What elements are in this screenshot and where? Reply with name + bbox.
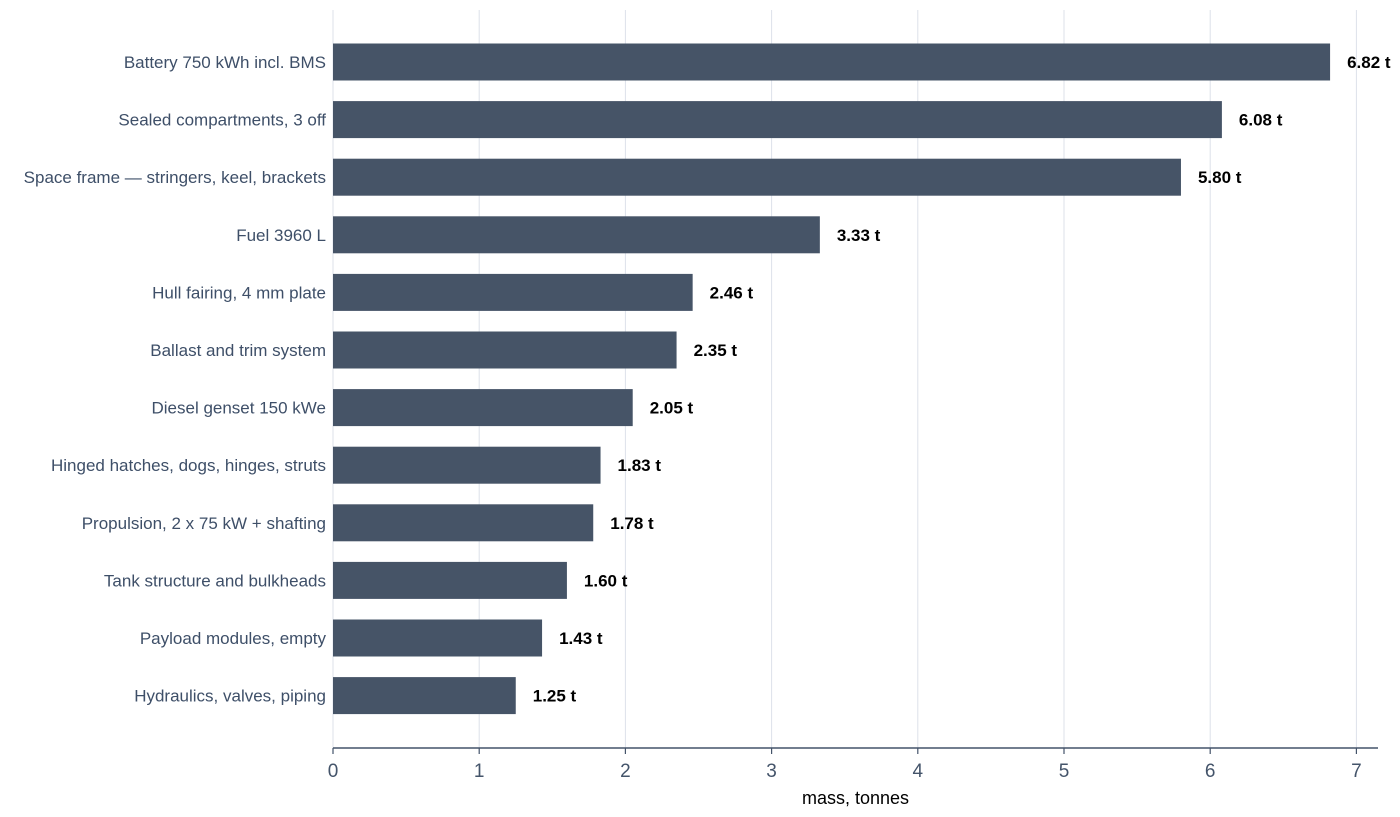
value-label: 6.82 t [1347,53,1391,72]
bar-5 [333,273,693,311]
category-label: Tank structure and bulkheads [104,571,326,590]
x-tick-label: 6 [1205,761,1216,782]
bar-10 [333,561,567,599]
value-label: 5.80 t [1198,168,1242,187]
category-label: Diesel genset 150 kWe [151,399,326,418]
category-label: Hull fairing, 4 mm plate [152,283,326,302]
category-label: Hinged hatches, dogs, hinges, struts [51,456,326,475]
value-label: 2.35 t [694,341,738,360]
category-label: Space frame — stringers, keel, brackets [24,168,326,187]
bar-6 [333,331,677,369]
category-label: Sealed compartments, 3 off [118,111,326,130]
value-label: 1.60 t [584,571,628,590]
bar-1 [333,43,1331,81]
category-label: Payload modules, empty [140,629,327,648]
x-tick-label: 5 [1059,761,1070,782]
value-label: 1.43 t [559,629,603,648]
bar-2 [333,101,1222,139]
category-label: Hydraulics, valves, piping [134,687,326,706]
bar-8 [333,446,601,484]
bar-7 [333,389,633,427]
x-tick-label: 1 [474,761,485,782]
value-label: 2.05 t [650,399,694,418]
x-tick-label: 2 [620,761,631,782]
x-tick-label: 0 [328,761,339,782]
x-axis: 0 1 2 3 4 5 6 7 [328,747,1378,782]
bar-layer [333,43,1331,715]
bar-12 [333,677,516,715]
value-label: 3.33 t [837,226,881,245]
category-label: Propulsion, 2 x 75 kW + shafting [82,514,326,533]
value-label: 1.78 t [610,514,654,533]
x-tick-label: 3 [766,761,777,782]
value-label: 1.83 t [618,456,662,475]
x-axis-title: mass, tonnes [802,788,909,808]
bar-3 [333,158,1181,196]
value-label: 1.25 t [533,687,577,706]
value-label: 2.46 t [710,283,754,302]
category-label: Fuel 3960 L [236,226,326,245]
category-label: Battery 750 kWh incl. BMS [124,53,326,72]
x-tick-label: 7 [1351,761,1362,782]
value-label: 6.08 t [1239,111,1283,130]
bar-4 [333,216,820,254]
label-layer: Battery 750 kWh incl. BMS 6.82 t Sealed co… [24,53,1391,706]
bar-11 [333,619,543,657]
bar-9 [333,504,594,542]
category-label: Ballast and trim system [150,341,326,360]
x-tick-label: 4 [913,761,924,782]
